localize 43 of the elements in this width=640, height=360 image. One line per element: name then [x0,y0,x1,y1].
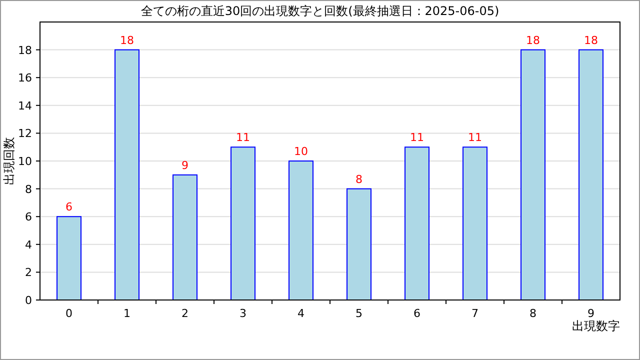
bar [520,49,546,300]
x-tick-label: 7 [472,307,478,320]
bar [346,188,372,300]
y-axis-title: 出現回数 [2,137,16,185]
data-label: 18 [526,34,540,47]
x-tick-label: 9 [588,307,594,320]
y-tick-label: 18 [18,44,32,57]
y-tick-label: 12 [18,127,32,140]
bar [230,146,256,300]
x-tick-label: 8 [530,307,536,320]
data-label: 11 [236,131,250,144]
y-tick-label: 14 [18,99,32,112]
y-tick-label: 6 [25,210,32,224]
x-tick-label: 2 [182,307,188,320]
data-label: 18 [584,34,598,47]
data-label: 11 [410,131,424,144]
y-tick-label: 8 [25,182,32,196]
y-tick-label: 4 [25,238,32,252]
bar [56,216,82,300]
bar [114,49,140,300]
data-label: 10 [294,145,308,158]
data-label: 8 [356,172,362,186]
y-tick-label: 10 [18,155,32,168]
x-tick-label: 1 [124,307,130,320]
x-tick-label: 5 [356,307,362,320]
data-label: 18 [120,34,134,47]
data-label: 11 [468,131,482,144]
x-tick-label: 6 [414,307,420,320]
bar [462,146,488,300]
x-tick-label: 3 [240,307,246,320]
y-tick-label: 0 [25,294,32,307]
chart-title: 全ての桁の直近30回の出現数字と回数(最終抽選日：2025-06-05) [140,4,500,18]
data-label: 6 [66,200,72,214]
y-tick-label: 16 [18,72,32,85]
x-axis-title: 出現数字 [572,319,620,333]
bar [172,174,198,300]
x-tick-label: 0 [66,307,72,320]
bar [404,146,430,300]
x-tick-label: 4 [298,307,304,320]
bar [578,49,604,300]
y-tick-label: 2 [25,266,32,280]
data-label: 9 [182,158,188,172]
bar [288,160,314,300]
